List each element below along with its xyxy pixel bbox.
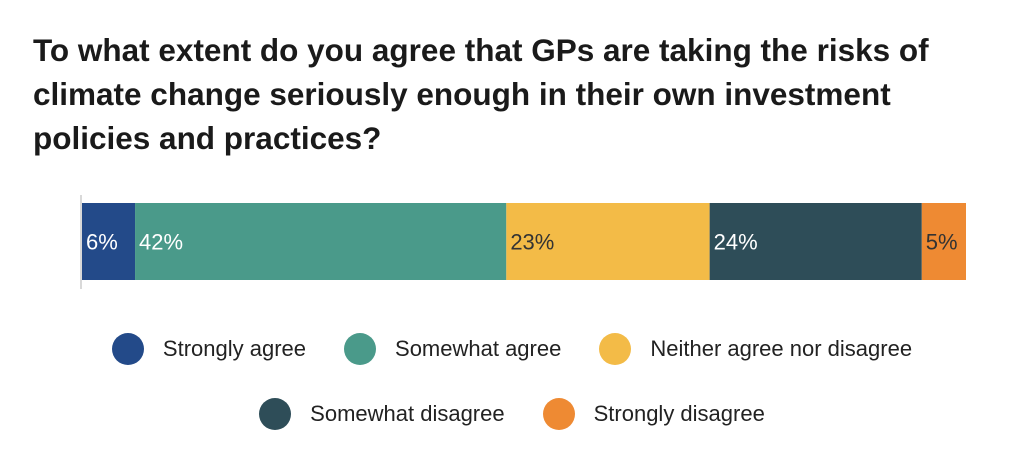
- legend-label-somewhat-agree: Somewhat agree: [395, 336, 562, 361]
- data-label-somewhat-agree: 42%: [139, 230, 183, 255]
- bar-segment-strongly-disagree: [921, 203, 966, 280]
- bar-segment-strongly-agree: [82, 203, 136, 280]
- data-label-strongly-disagree: 5%: [926, 230, 958, 255]
- chart-title: To what extent do you agree that GPs are…: [33, 32, 929, 156]
- data-label-strongly-agree: 6%: [86, 230, 118, 255]
- bar-segment-somewhat-disagree: [709, 203, 922, 280]
- legend-label-strongly-agree: Strongly agree: [162, 336, 307, 361]
- legend-label-strongly-disagree: Strongly disagree: [593, 401, 765, 426]
- data-label-neither: 23%: [510, 230, 554, 255]
- legend-item-strongly-agree: Strongly agree: [111, 333, 307, 365]
- legend-label-somewhat-disagree: Somewhat disagree: [310, 401, 505, 426]
- legend-item-somewhat-disagree: Somewhat disagree: [259, 398, 505, 430]
- legend-swatch-somewhat-agree: [344, 333, 377, 365]
- legend-swatch-somewhat-disagree: [259, 398, 292, 430]
- legend-swatch-neither: [599, 333, 632, 365]
- legend-row-1: Strongly agree Somewhat agree Neither ag…: [0, 333, 1024, 365]
- legend-item-strongly-disagree: Strongly disagree: [542, 398, 765, 430]
- bar-segment-somewhat-agree: [135, 203, 507, 280]
- legend-swatch-strongly-agree: [111, 333, 144, 365]
- legend-row-2: Somewhat disagree Strongly disagree: [0, 398, 1024, 430]
- legend-item-somewhat-agree: Somewhat agree: [344, 333, 561, 365]
- legend-item-neither: Neither agree nor disagree: [599, 333, 912, 365]
- legend-swatch-strongly-disagree: [542, 398, 575, 430]
- legend-label-neither: Neither agree nor disagree: [650, 336, 913, 361]
- bar-segment-neither: [506, 203, 710, 280]
- data-label-somewhat-disagree: 24%: [714, 230, 758, 255]
